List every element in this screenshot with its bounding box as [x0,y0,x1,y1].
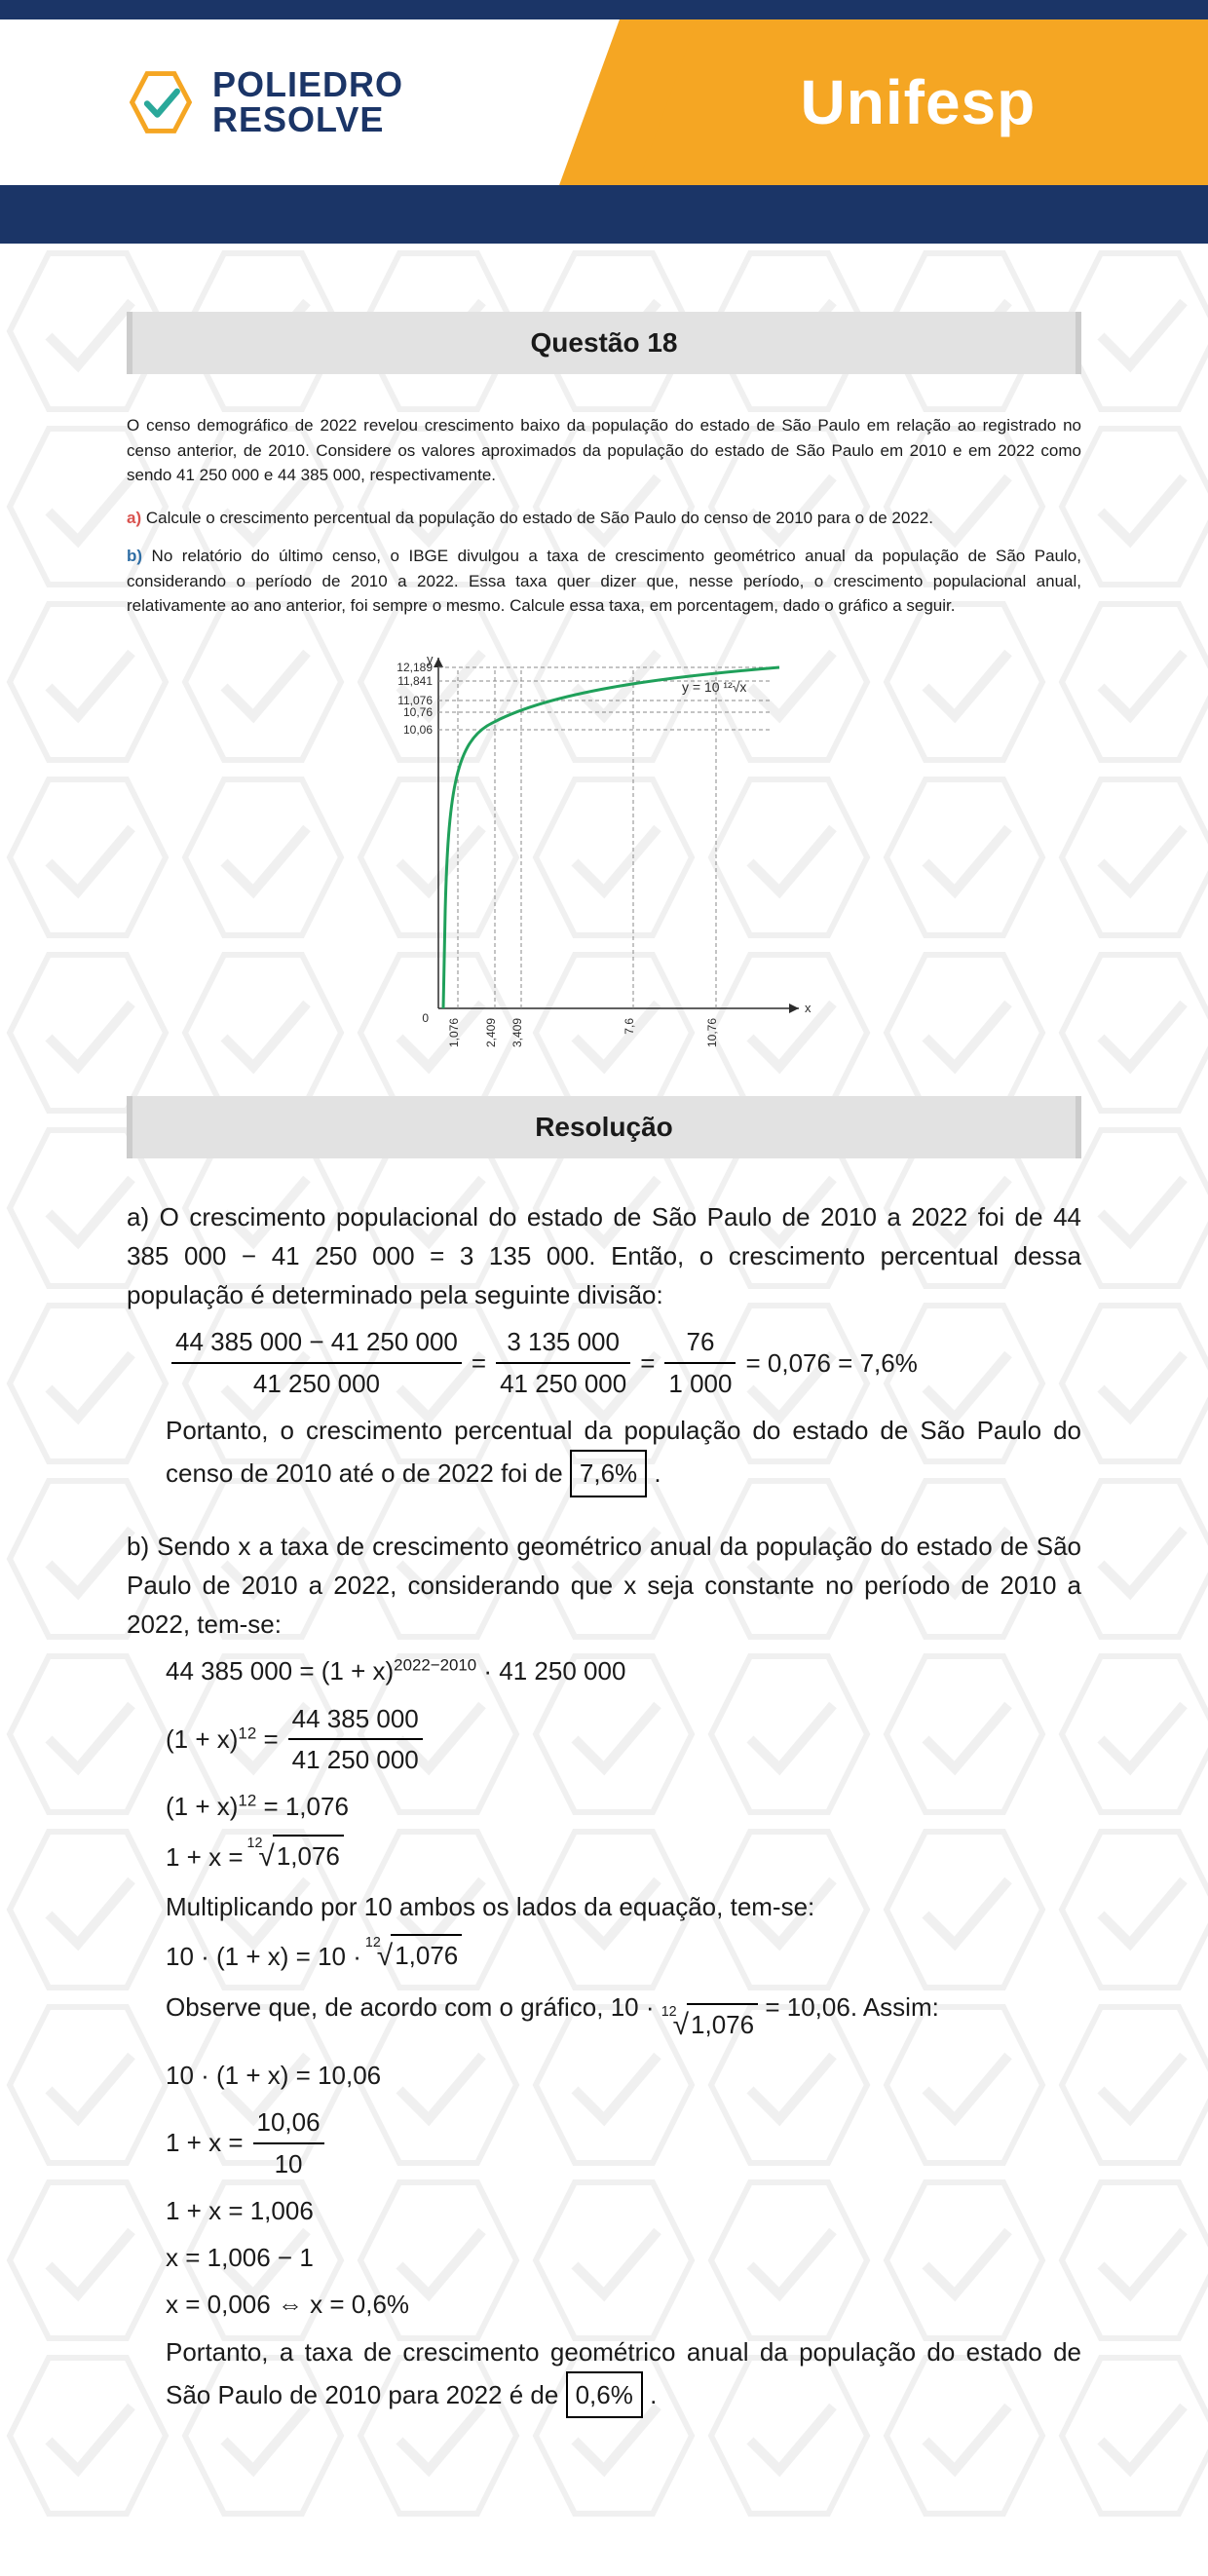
sol-a-p1: a) O crescimento populacional do estado … [127,1197,1081,1315]
sol-b-eq9: x = 1,006 − 1 [127,2238,1081,2277]
chart-container: yx012,18911,84111,07610,7610,061,0762,40… [127,638,1081,1067]
b-p3-pre: Observe que, de acordo com o gráfico, 10… [166,1992,661,2022]
root-3: 12 √ 1,076 [661,2003,758,2048]
solution-a: a) O crescimento populacional do estado … [127,1197,1081,1497]
sol-b-eq4: 1 + x = 12 √ 1,076 [127,1835,1081,1879]
sol-b-eq5: 10 · (1 + x) = 10 · 12 √ 1,076 [127,1934,1081,1979]
header-right-panel: Unifesp [628,19,1208,185]
frac-b2: 44 385 000 41 250 000 [288,1699,423,1780]
frac3-num: 76 [664,1322,736,1363]
b-p3-post: = 10,06. Assim: [765,1992,938,2022]
header: POLIEDRO RESOLVE Unifesp [0,0,1208,244]
b-eq7-den: 10 [253,2144,324,2183]
solution-body: a) O crescimento populacional do estado … [127,1197,1081,2419]
svg-text:2,409: 2,409 [484,1017,498,1046]
frac3-den: 1 000 [664,1364,736,1403]
sol-b-eq2: (1 + x)12 = 44 385 000 41 250 000 [127,1699,1081,1780]
eq-sign: = [472,1344,486,1383]
eq-sign: = [640,1344,655,1383]
sol-b-eq1: 44 385 000 = (1 + x)2022−2010 · 41 250 0… [127,1651,1081,1690]
svg-text:10,06: 10,06 [403,723,433,737]
item-a-text: Calcule o crescimento percentual da popu… [146,509,933,527]
svg-text:0: 0 [422,1011,429,1025]
university-name: Unifesp [801,66,1037,138]
frac1-num: 44 385 000 − 41 250 000 [171,1322,462,1363]
frac2-den: 41 250 000 [496,1364,630,1403]
svg-text:10,76: 10,76 [705,1017,719,1046]
item-a-label: a) [127,509,141,527]
sol-b-eq3: (1 + x)12 = 1,076 [127,1787,1081,1826]
header-left-panel: POLIEDRO RESOLVE [0,19,628,185]
sol-b-eq8: 1 + x = 1,006 [127,2191,1081,2230]
solution-b: b) Sendo x a taxa de crescimento geométr… [127,1527,1081,2419]
solution-title-bar: Resolução [127,1096,1081,1158]
frac1-den: 41 250 000 [171,1364,462,1403]
frac2-num: 3 135 000 [496,1322,630,1363]
sol-a-tail: = 0,076 = 7,6% [745,1344,917,1383]
question-body: O censo demográfico de 2022 revelou cres… [127,413,1081,1067]
b-eq4-lhs: 1 + x = [166,1837,244,1876]
frac-1: 44 385 000 − 41 250 000 41 250 000 [171,1322,462,1403]
header-stripe-bottom [0,185,1208,244]
question-item-b: b) No relatório do último censo, o IBGE … [127,544,1081,619]
sol-b-eq10: x = 0,006 ⇔ x = 0,6% [127,2285,1081,2324]
item-b-label: b) [127,547,142,565]
root-2: 12 √ 1,076 [365,1934,462,1979]
b-eq7-lhs: 1 + x = [166,2123,244,2162]
b-eq2-den: 41 250 000 [288,1740,423,1779]
b-eq2-num: 44 385 000 [288,1699,423,1740]
sol-b-eq7: 1 + x = 10,06 10 [127,2102,1081,2183]
sol-b-p2: Multiplicando por 10 ambos os lados da e… [127,1887,1081,1926]
b-eq7-num: 10,06 [253,2102,324,2143]
frac-3: 76 1 000 [664,1322,736,1403]
root2-arg: 1,076 [391,1934,462,1975]
svg-text:10,76: 10,76 [403,705,433,719]
logo-text: POLIEDRO RESOLVE [212,67,403,137]
svg-text:y = 10 ¹²√x: y = 10 ¹²√x [682,679,746,695]
root3-arg: 1,076 [687,2003,758,2044]
svg-text:11,841: 11,841 [397,674,433,688]
sol-a-p2-post: . [654,1458,661,1488]
root-1: 12 √ 1,076 [247,1835,344,1879]
root1-arg: 1,076 [273,1835,344,1875]
question-intro: O censo demográfico de 2022 revelou cres… [127,413,1081,488]
sol-b-box: 0,6% [566,2371,643,2418]
header-stripe-top [0,0,1208,19]
logo-hexagon-icon [127,68,195,136]
sol-a-box: 7,6% [570,1450,647,1496]
sol-a-p2: Portanto, o crescimento percentual da po… [127,1411,1081,1497]
header-mid: POLIEDRO RESOLVE Unifesp [0,19,1208,185]
item-b-text: No relatório do último censo, o IBGE div… [127,547,1081,615]
logo-line2: RESOLVE [212,102,403,137]
sol-b-p1: b) Sendo x a taxa de crescimento geométr… [127,1527,1081,1645]
chart-svg: yx012,18911,84111,07610,7610,061,0762,40… [351,638,857,1067]
svg-text:12,189: 12,189 [396,661,433,674]
sol-b-eq6: 10 · (1 + x) = 10,06 [127,2056,1081,2095]
logo-group: POLIEDRO RESOLVE [127,67,403,137]
content: Questão 18 O censo demográfico de 2022 r… [0,244,1208,2525]
svg-text:3,409: 3,409 [510,1017,524,1046]
frac-2: 3 135 000 41 250 000 [496,1322,630,1403]
question-item-a: a) Calcule o crescimento percentual da p… [127,506,1081,531]
svg-text:7,6: 7,6 [623,1017,636,1034]
svg-text:x: x [805,1001,812,1015]
frac-b7: 10,06 10 [253,2102,324,2183]
logo-line1: POLIEDRO [212,67,403,102]
sol-b-p3: Observe que, de acordo com o gráfico, 10… [127,1988,1081,2048]
svg-text:1,076: 1,076 [447,1017,461,1046]
sol-b-p4: Portanto, a taxa de crescimento geométri… [127,2332,1081,2419]
question-title-bar: Questão 18 [127,312,1081,374]
b-eq5-lhs: 10 · (1 + x) = 10 · [166,1937,361,1976]
b-p4-post: . [650,2380,657,2409]
sol-a-fraction-line: 44 385 000 − 41 250 000 41 250 000 = 3 1… [127,1322,1081,1403]
